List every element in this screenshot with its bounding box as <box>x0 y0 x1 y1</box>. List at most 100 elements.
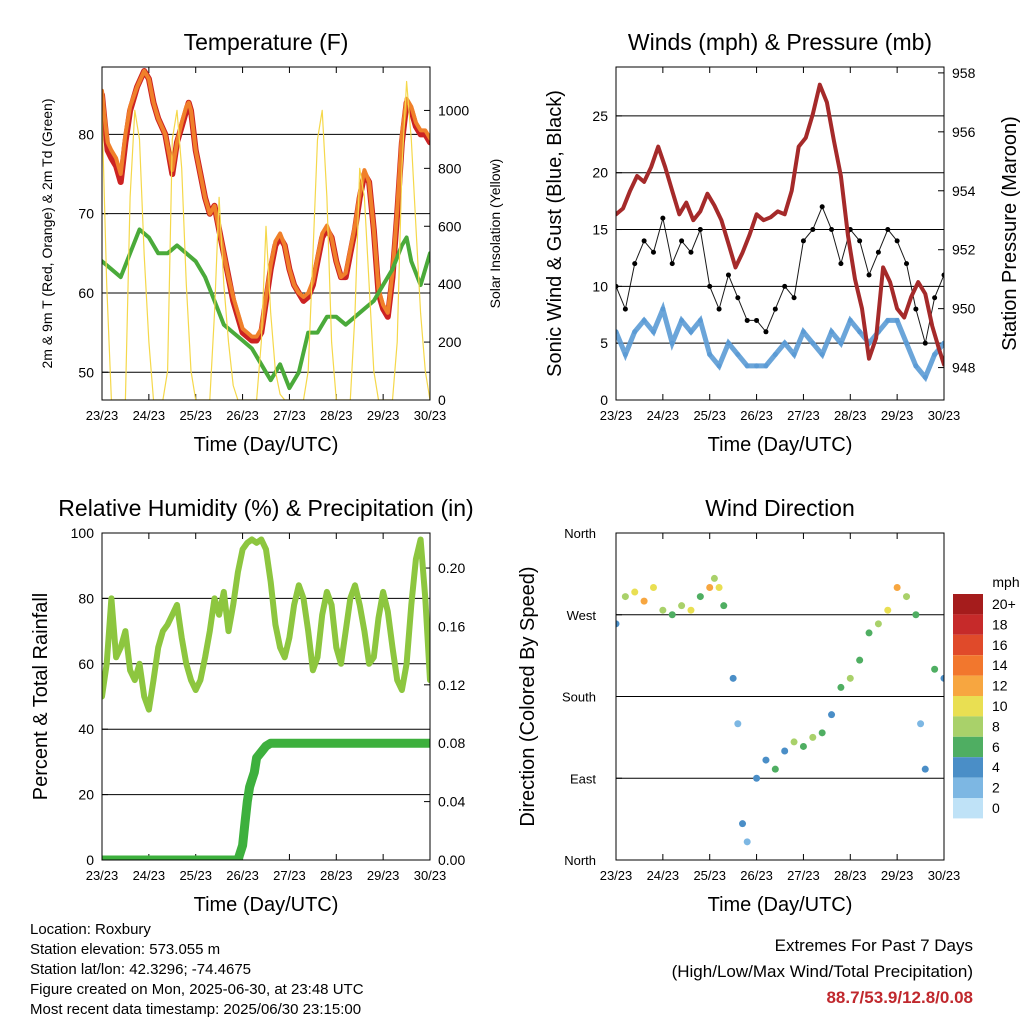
y-tick-label: 0 <box>600 392 608 408</box>
wind-point <box>735 352 741 358</box>
y-tick-label: 5 <box>600 335 608 351</box>
gust-point <box>885 227 891 233</box>
direction-point <box>893 584 901 591</box>
plot-frame <box>615 66 945 401</box>
direction-point <box>940 674 944 682</box>
x-tick-label: 28/23 <box>320 868 353 883</box>
direction-point <box>790 738 798 746</box>
y-tick-label: 15 <box>592 222 608 238</box>
y2-tick-label: 0.20 <box>438 560 465 576</box>
y2-tick-label: 600 <box>438 218 462 234</box>
gust-point <box>941 272 944 278</box>
y2-axis-label: Station Pressure (Maroon) <box>999 116 1021 351</box>
gust-point <box>932 295 938 301</box>
direction-point <box>710 574 718 582</box>
wind-point <box>641 317 647 323</box>
x-tick-label: 29/23 <box>881 408 914 423</box>
x-tick-label: 30/23 <box>414 868 447 883</box>
gust-point <box>819 204 825 210</box>
y-tick-label: West <box>567 608 597 623</box>
y2-tick-label: 0 <box>438 392 446 408</box>
y2-tick-label: 0.00 <box>438 852 465 868</box>
gust-point <box>697 227 703 233</box>
x-axis-label: Time (Day/UTC) <box>708 434 853 456</box>
gust-point <box>622 306 628 312</box>
x-axis-label: Time (Day/UTC) <box>708 894 853 916</box>
wind-point <box>941 340 944 346</box>
elevation-text: Station elevation: 573.055 m <box>30 941 221 958</box>
wind-point <box>791 352 797 358</box>
x-tick-label: 27/23 <box>787 408 820 423</box>
gust-point <box>616 283 619 289</box>
y-tick-label: East <box>570 771 596 786</box>
y2-tick-label: 950 <box>952 301 976 317</box>
gust-point <box>725 272 731 278</box>
y2-tick-label: 1000 <box>438 102 469 118</box>
direction-point <box>659 606 667 614</box>
x-tick-label: 25/23 <box>693 408 726 423</box>
gust-point <box>744 317 750 323</box>
legend-label: 12 <box>992 678 1008 694</box>
gust-point <box>866 272 872 278</box>
x-tick-label: 27/23 <box>787 868 820 883</box>
y2-axis-label: Solar Insolation (Yellow) <box>487 159 503 309</box>
y-tick-label: South <box>562 690 596 705</box>
direction-point <box>912 611 920 619</box>
chart-title-1: Temperature (F) <box>184 29 349 55</box>
series-line-4 <box>102 80 430 400</box>
direction-point <box>846 674 854 682</box>
direction-point <box>818 729 826 737</box>
direction-point <box>771 765 779 773</box>
direction-point <box>874 620 882 628</box>
gust-point <box>904 261 910 267</box>
gust-point <box>763 329 769 335</box>
gust-point <box>800 238 806 244</box>
direction-point <box>884 606 892 614</box>
x-tick-label: 28/23 <box>834 408 867 423</box>
direction-point <box>616 620 620 628</box>
direction-point <box>931 665 939 673</box>
x-tick-label: 26/23 <box>226 868 259 883</box>
y2-tick-label: 800 <box>438 160 462 176</box>
y-tick-label: 60 <box>78 656 94 672</box>
extremes-panel: Extremes For Past 7 Days (High/Low/Max W… <box>672 933 973 1011</box>
series-line-1 <box>102 536 430 713</box>
direction-point <box>631 588 639 596</box>
direction-point <box>917 720 925 728</box>
gust-point <box>707 283 713 289</box>
legend-label: 0 <box>992 800 1000 816</box>
wind-point <box>772 352 778 358</box>
gust-point <box>791 295 797 301</box>
chart-title-4: Wind Direction <box>705 495 855 521</box>
wind-point <box>679 317 685 323</box>
x-tick-label: 23/23 <box>600 868 633 883</box>
wind-point <box>782 340 788 346</box>
y2-tick-label: 956 <box>952 124 976 140</box>
wind-point <box>819 352 825 358</box>
direction-point <box>687 606 695 614</box>
plot-frame <box>101 66 431 401</box>
y2-tick-label: 948 <box>952 360 976 376</box>
x-axis-label: Time (Day/UTC) <box>194 434 339 456</box>
gust-point <box>688 249 694 255</box>
direction-point <box>903 593 911 601</box>
gust-point <box>782 283 788 289</box>
legend-swatch <box>953 696 983 717</box>
gust-point <box>669 261 675 267</box>
wind-point <box>716 363 722 369</box>
legend-swatch <box>953 798 983 819</box>
direction-point <box>837 683 845 691</box>
y-tick-label: 80 <box>78 590 94 606</box>
legend-swatch <box>953 675 983 696</box>
direction-point <box>734 720 742 728</box>
wind-point <box>669 340 675 346</box>
wind-point <box>913 363 919 369</box>
y2-tick-label: 952 <box>952 242 976 258</box>
gust-point <box>754 317 760 323</box>
legend-swatch <box>953 716 983 737</box>
legend-label: 10 <box>992 698 1008 714</box>
direction-point <box>865 629 873 637</box>
x-tick-label: 24/23 <box>647 868 680 883</box>
gust-point <box>857 238 863 244</box>
y2-tick-label: 200 <box>438 334 462 350</box>
